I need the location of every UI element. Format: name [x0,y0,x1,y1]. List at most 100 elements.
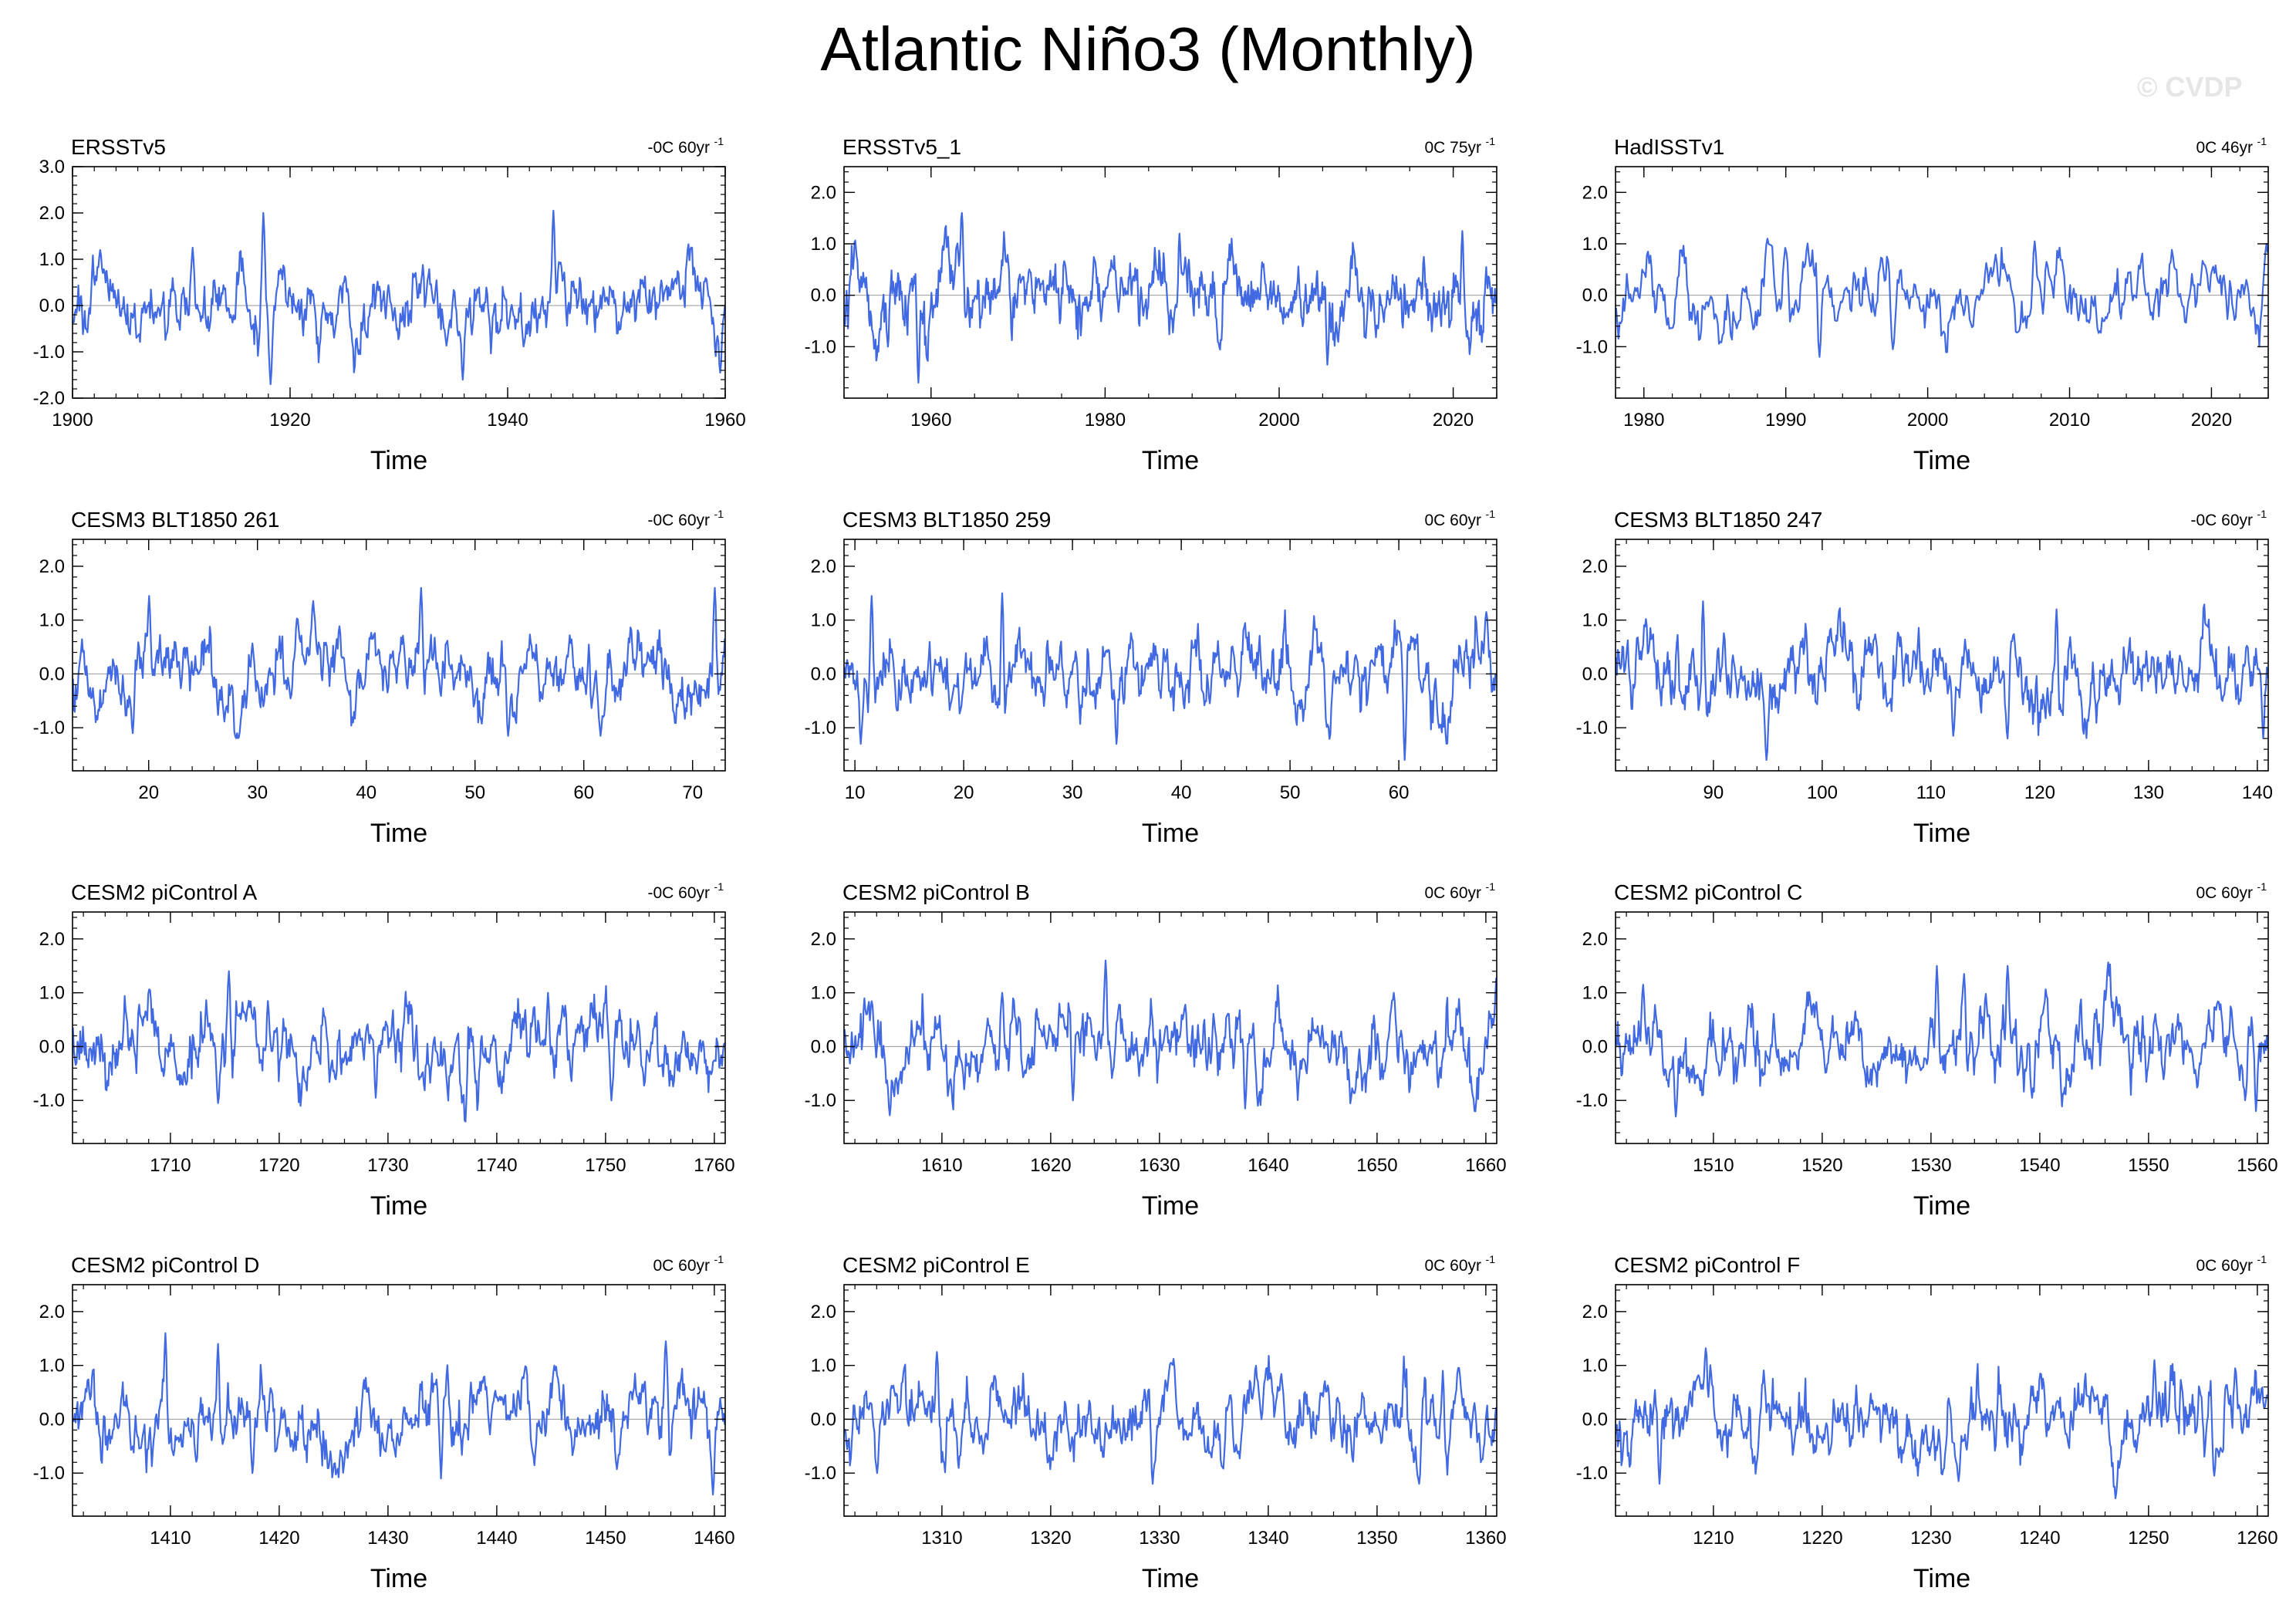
x-tick-label: 90 [1703,782,1724,803]
y-tick-label: 0.0 [39,1409,65,1430]
plot-frame [1615,539,2269,772]
y-tick-label: 2.0 [811,182,836,203]
x-axis-label: Time [370,446,427,475]
y-tick-label: 1.0 [811,983,836,1004]
plot-frame [843,539,1497,772]
y-tick-label: -1.0 [805,1090,836,1111]
x-tick-label: 1310 [921,1528,962,1549]
x-axis-label: Time [1142,1564,1199,1593]
y-tick-label: 2.0 [1582,1302,1608,1322]
x-axis-label: Time [1913,446,1970,475]
x-tick-label: 1980 [1623,410,1664,431]
x-tick-label: 1920 [269,410,310,431]
trend-annotation: 0C 75yr [1424,139,1481,157]
trend-annotation: 0C 60yr [653,1257,710,1275]
y-tick-label: 2.0 [39,203,65,224]
x-tick-label: 50 [1280,782,1301,803]
y-tick-label: 1.0 [1582,610,1608,631]
x-tick-label: 1740 [476,1155,517,1176]
x-tick-label: 1640 [1248,1155,1288,1176]
y-tick-label: 2.0 [1582,556,1608,577]
x-axis-label: Time [370,1191,427,1221]
x-tick-label: 1350 [1356,1528,1397,1549]
x-axis-label: Time [1913,1564,1970,1593]
trend-exponent: -1 [1486,880,1496,893]
cvdp-watermark: © CVDP [2137,71,2243,103]
plot-frame [72,1284,726,1517]
panel-title: ERSSTv5_1 [842,135,961,159]
y-tick-label: 1.0 [1582,234,1608,255]
x-tick-label: 30 [1062,782,1083,803]
y-tick-label: 1.0 [811,610,836,631]
y-tick-label: 1.0 [811,1356,836,1376]
x-tick-label: 1620 [1030,1155,1071,1176]
panel-title: CESM2 piControl C [1614,880,1802,904]
panel-8: 1610 1620 1630 1640 1650 1660 -1.0 0.0 1.0 2.0 CES… [805,880,1507,1221]
series-line [843,1351,1497,1485]
x-tick-label: 1960 [704,410,745,431]
trend-exponent: -1 [1486,1253,1496,1265]
panel-10: 1410 1420 1430 1440 1450 1460 -1.0 0.0 1.0 2.0 CES… [33,1253,735,1593]
x-tick-label: 60 [1389,782,1410,803]
x-tick-label: 1540 [2019,1155,2060,1176]
trend-exponent: -1 [2257,508,2267,520]
y-tick-label: 2.0 [811,1302,836,1322]
panel-5: 10 20 30 40 50 60 -1.0 0.0 1.0 2.0 CESM3 BLT1850 2… [805,508,1497,848]
x-tick-label: 20 [954,782,974,803]
y-tick-label: 2.0 [1582,929,1608,950]
series-line [1615,1347,2269,1499]
trend-exponent: -1 [714,135,724,147]
trend-annotation: 0C 60yr [1424,884,1481,902]
x-tick-label: 1240 [2019,1528,2060,1549]
y-tick-label: 0.0 [811,1409,836,1430]
x-tick-label: 2000 [1258,410,1299,431]
x-tick-label: 1710 [150,1155,191,1176]
panel-3: 1980 1990 2000 2010 2020 -1.0 0.0 1.0 2.0 HadISST… [1576,135,2269,475]
trend-exponent: -1 [714,1253,724,1265]
y-tick-label: 0.0 [811,664,836,684]
x-axis-label: Time [1142,819,1199,848]
y-tick-label: -1.0 [33,718,65,738]
panel-title: ERSSTv5 [71,135,166,159]
x-tick-label: 1410 [150,1528,191,1549]
panel-1: 1900 1920 1940 1960 -2.0 -1.0 0.0 1.0 2.0 3.0 ERSS… [33,135,746,475]
x-tick-label: 2000 [1907,410,1948,431]
y-tick-label: 2.0 [811,929,836,950]
trend-annotation: -0C 60yr [2190,512,2253,529]
trend-annotation: 0C 60yr [2196,884,2253,902]
x-axis-label: Time [1913,819,1970,848]
y-tick-label: 2.0 [1582,182,1608,203]
series-line [1615,238,2269,358]
x-axis-label: Time [1142,446,1199,475]
y-tick-label: 1.0 [39,249,65,270]
panel-11: 1310 1320 1330 1340 1350 1360 -1.0 0.0 1.0 2.0 CES… [805,1253,1507,1593]
y-tick-label: 2.0 [39,1302,65,1322]
trend-exponent: -1 [714,880,724,893]
x-tick-label: 60 [573,782,594,803]
series-line [1615,600,2269,762]
y-tick-label: 0.0 [39,664,65,684]
y-tick-label: -1.0 [33,1463,65,1484]
x-tick-label: 1980 [1085,410,1126,431]
trend-annotation: -0C 60yr [647,884,710,902]
x-tick-label: 20 [138,782,159,803]
x-tick-label: 130 [2133,782,2164,803]
y-tick-label: -2.0 [33,388,65,409]
x-tick-label: 1250 [2128,1528,2169,1549]
panel-title: HadISSTv1 [1614,135,1724,159]
y-tick-label: 1.0 [1582,983,1608,1004]
x-tick-label: 120 [2024,782,2055,803]
y-tick-label: 2.0 [39,929,65,950]
x-tick-label: 40 [1171,782,1192,803]
y-tick-label: -1.0 [805,1463,836,1484]
plot-frame [1615,911,2269,1144]
trend-exponent: -1 [2257,880,2267,893]
x-tick-label: 1650 [1356,1155,1397,1176]
series-line [843,592,1497,762]
y-tick-label: 0.0 [1582,1036,1608,1057]
series-line [843,211,1497,384]
x-tick-label: 1320 [1030,1528,1071,1549]
x-tick-label: 1960 [910,410,951,431]
plot-frame [843,911,1497,1144]
